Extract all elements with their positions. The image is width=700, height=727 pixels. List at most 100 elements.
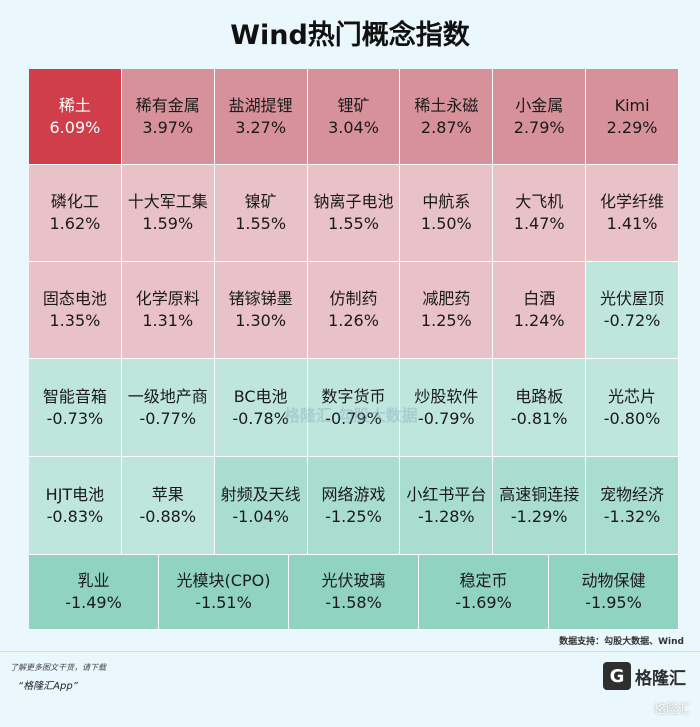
brand-logo: G 格隆汇 [603,662,686,690]
concept-change: -0.80% [603,408,661,428]
concept-name: 减肥药 [422,289,471,308]
concept-name: 固态电池 [42,289,107,308]
heatmap-cell: 小金属 2.79% [493,69,587,165]
concept-name: 化学纤维 [600,192,665,211]
concept-change: -1.29% [510,506,568,526]
concept-change: 3.97% [142,117,194,137]
heatmap-cell: 盐湖提锂 3.27% [214,69,308,165]
concept-change: -0.81% [510,408,568,428]
concept-name: 射频及天线 [220,484,301,504]
heatmap-cell: 智能音箱 -0.73% [29,359,122,457]
concept-change: -1.25% [325,506,382,526]
concept-name: 光伏屋顶 [600,289,665,308]
concept-change: -0.83% [46,506,104,526]
heatmap-cell: 中航系 1.50% [400,165,494,262]
concept-change: 1.30% [235,311,287,330]
concept-name: 电路板 [515,386,564,406]
concept-name: 稀有金属 [135,95,200,115]
heatmap-cell: 磷化工 1.62% [29,165,122,262]
heatmap-cell: 苹果 -0.88% [121,457,215,555]
heatmap-cell: 网络游戏 -1.25% [307,457,401,555]
concept-name: 镍矿 [244,192,277,211]
heatmap-cell: 化学纤维 1.41% [586,165,679,262]
concept-change: 2.79% [513,117,565,137]
concept-name: 高速铜连接 [499,484,580,504]
heatmap-cell: 锗镓锑墨 1.30% [214,262,308,359]
heatmap-cell: 仿制药 1.26% [307,262,401,359]
promo-text: 了解更多图文干货，请下载 [10,663,106,672]
heatmap-cell: 稀土永磁 2.87% [400,69,494,165]
heatmap-cell: Kimi 2.29% [586,69,679,165]
concept-name: 一级地产商 [127,386,208,406]
heatmap-cell: 白酒 1.24% [493,262,587,359]
heatmap-cell: 光芯片 -0.80% [586,359,679,457]
concept-change: 1.24% [513,311,565,330]
concept-name: 稳定币 [459,571,508,590]
concept-name: 盐湖提锂 [228,95,293,115]
concept-name: 宠物经济 [600,484,665,504]
concept-change: 3.27% [235,117,287,137]
concept-change: 1.47% [513,214,565,233]
concept-change: -0.79% [418,408,475,428]
heatmap-cell: 稀土 6.09% [29,69,122,165]
concept-change: 1.31% [142,311,194,330]
concept-change: 1.26% [328,311,379,330]
concept-change: 2.87% [420,117,472,137]
concept-change: 1.55% [328,214,379,233]
concept-name: 中航系 [422,192,471,211]
concept-name: Kimi [614,95,650,115]
concept-name: BC电池 [233,386,288,406]
logo-icon: G [603,662,631,690]
heatmap-cell: 一级地产商 -0.77% [121,359,215,457]
heatmap-cell: 减肥药 1.25% [400,262,494,359]
heatmap-cell: 稀有金属 3.97% [121,69,215,165]
concept-name: 大飞机 [515,192,564,211]
concept-name: 钠离子电池 [313,192,394,211]
concept-change: -1.04% [232,506,289,526]
concept-change: -0.79% [325,408,382,428]
heatmap-cell: 动物保健 -1.95% [549,555,679,630]
logo-text: 格隆汇 [635,668,686,689]
concept-change: -0.73% [46,408,104,428]
concept-heatmap: 稀土 6.09% 稀有金属 3.97% 盐湖提锂 3.27% 锂矿 3.04% 稀土永磁 2.87… [29,69,679,630]
heatmap-cell: 光模块(CPO) -1.51% [159,555,289,630]
concept-name: 数字货币 [321,386,386,406]
concept-name: 锂矿 [337,95,370,115]
concept-change: 1.50% [420,214,472,233]
concept-change: 2.29% [606,117,658,137]
concept-name: 化学原料 [135,289,200,308]
concept-name: 稀土永磁 [414,95,479,115]
heatmap-cell: 宠物经济 -1.32% [586,457,679,555]
concept-change: 1.59% [142,214,194,233]
concept-name: 锗镓锑墨 [228,289,293,308]
concept-change: 1.25% [420,311,472,330]
heatmap-cell: 小红书平台 -1.28% [400,457,494,555]
concept-name: 动物保健 [581,571,646,590]
concept-change: -1.49% [65,593,122,612]
concept-name: 乳业 [77,571,110,590]
concept-change: -1.32% [603,506,661,526]
heatmap-cell: 大飞机 1.47% [493,165,587,262]
concept-change: -0.88% [139,506,197,526]
heatmap-cell: 射频及天线 -1.04% [214,457,308,555]
concept-change: -0.77% [139,408,197,428]
concept-change: 6.09% [49,117,101,137]
concept-name: 光伏玻璃 [321,571,386,590]
corner-watermark: 格隆汇 [653,702,690,716]
concept-change: -1.28% [418,506,475,526]
promo-app-name: “格隆汇App” [18,681,78,692]
concept-change: 1.41% [606,214,658,233]
concept-name: 智能音箱 [42,386,107,406]
heatmap-cell: 光伏屋顶 -0.72% [586,262,679,359]
heatmap-cell: 化学原料 1.31% [121,262,215,359]
concept-change: -1.95% [585,593,642,612]
heatmap-cell: 炒股软件 -0.79% [400,359,494,457]
heatmap-cell: 数字货币 -0.79% [307,359,401,457]
heatmap-cell: 十大军工集 1.59% [121,165,215,262]
data-source: 数据支持：勾股大数据、Wind [559,637,684,647]
concept-name: 炒股软件 [414,386,479,406]
concept-change: 3.04% [328,117,379,137]
concept-name: 仿制药 [329,289,378,308]
concept-name: 小金属 [515,95,564,115]
concept-name: 苹果 [151,484,184,504]
